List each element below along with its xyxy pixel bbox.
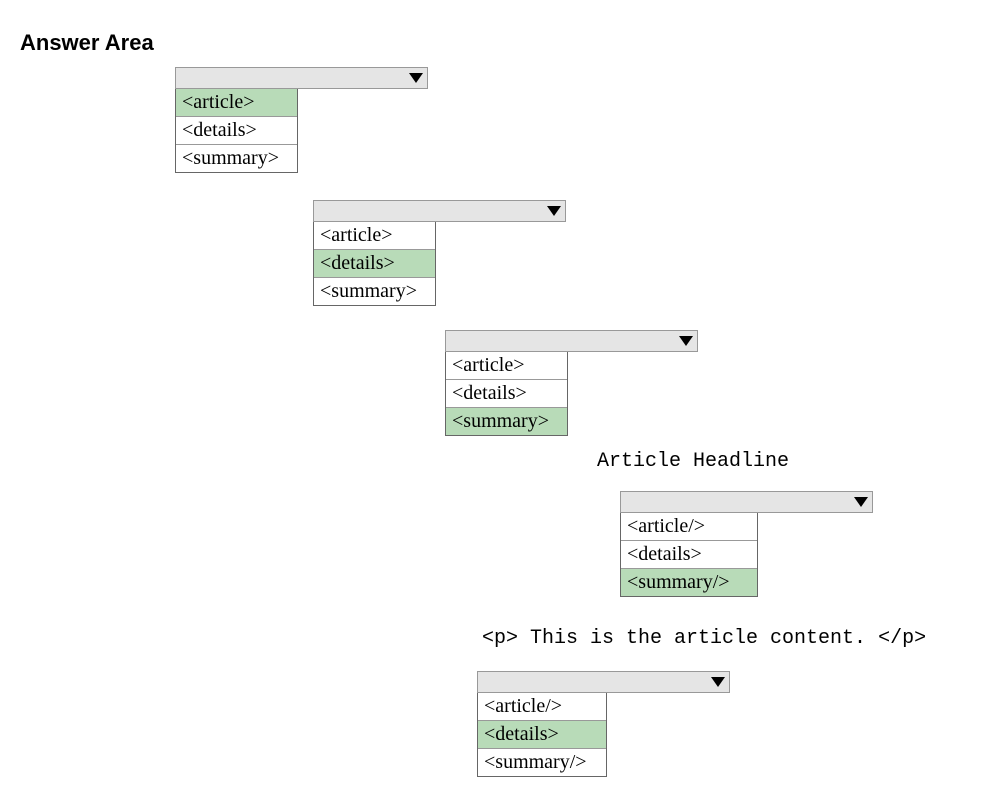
option-details-5[interactable]: <details> [478,721,606,749]
chevron-down-icon [854,497,868,507]
dropdown-bar-4[interactable] [620,491,873,513]
page-title: Answer Area [20,30,967,56]
chevron-down-icon [679,336,693,346]
option-article-1[interactable]: <article> [176,89,297,117]
options-list-1: <article> <details> <summary> [175,89,298,173]
dropdown-bar-3[interactable] [445,330,698,352]
answer-block-5: <article/> <details> <summary/> [477,671,730,777]
option-article-5[interactable]: <article/> [478,693,606,721]
options-list-5: <article/> <details> <summary/> [477,693,607,777]
option-details-2[interactable]: <details> [314,250,435,278]
options-list-3: <article> <details> <summary> [445,352,568,436]
dropdown-bar-1[interactable] [175,67,428,89]
answer-block-2: <article> <details> <summary> [313,200,566,306]
option-article-2[interactable]: <article> [314,222,435,250]
option-article-4[interactable]: <article/> [621,513,757,541]
paragraph-text: <p> This is the article content. </p> [482,627,926,650]
option-details-4[interactable]: <details> [621,541,757,569]
option-details-3[interactable]: <details> [446,380,567,408]
options-list-2: <article> <details> <summary> [313,222,436,306]
answer-block-4: <article/> <details> <summary/> [620,491,873,597]
headline-text: Article Headline [597,450,789,473]
answer-block-3: <article> <details> <summary> [445,330,698,436]
option-details-1[interactable]: <details> [176,117,297,145]
chevron-down-icon [409,73,423,83]
chevron-down-icon [711,677,725,687]
option-summary-2[interactable]: <summary> [314,278,435,305]
answer-block-1: <article> <details> <summary> [175,67,428,173]
dropdown-bar-5[interactable] [477,671,730,693]
option-summary-5[interactable]: <summary/> [478,749,606,776]
options-list-4: <article/> <details> <summary/> [620,513,758,597]
dropdown-bar-2[interactable] [313,200,566,222]
option-summary-3[interactable]: <summary> [446,408,567,435]
chevron-down-icon [547,206,561,216]
option-summary-4[interactable]: <summary/> [621,569,757,596]
option-article-3[interactable]: <article> [446,352,567,380]
option-summary-1[interactable]: <summary> [176,145,297,172]
